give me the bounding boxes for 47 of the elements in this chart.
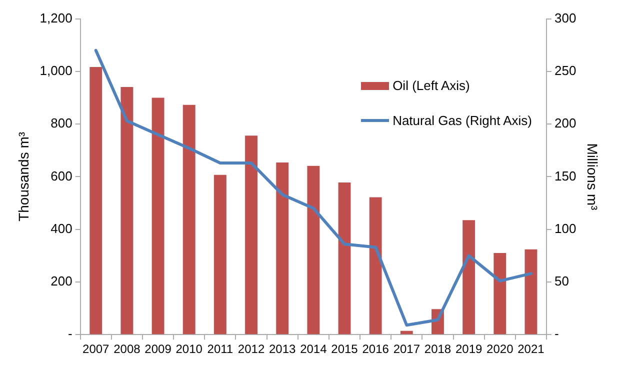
x-tick-label: 2012 xyxy=(238,342,265,356)
x-tick-label: 2013 xyxy=(268,342,296,356)
x-tick-label: 2017 xyxy=(393,342,420,356)
y2-tick-label: 100 xyxy=(554,220,576,236)
bar xyxy=(369,197,382,334)
bar xyxy=(307,166,320,334)
bar xyxy=(152,98,164,334)
y-tick-label: 400 xyxy=(50,220,72,236)
bar xyxy=(214,174,226,334)
y-tick-label: 200 xyxy=(50,274,72,289)
bar xyxy=(338,182,351,334)
bar xyxy=(400,330,413,334)
x-tick-label: 2019 xyxy=(455,342,482,356)
x-tick-label: 2008 xyxy=(114,342,141,356)
y2-axis-title: Millions m³ xyxy=(584,143,601,210)
y2-tick-label: 50 xyxy=(554,274,569,289)
bar xyxy=(494,253,506,334)
x-tick-label: 2016 xyxy=(362,342,390,356)
y2-tick-label: 300 xyxy=(554,10,576,26)
x-tick-label: 2018 xyxy=(424,342,452,356)
bar xyxy=(90,66,102,334)
x-tick-label: 2020 xyxy=(486,342,514,356)
y2-tick-label: 200 xyxy=(554,116,576,131)
bar xyxy=(462,220,476,334)
y2-tick-label: 250 xyxy=(554,63,576,78)
legend-label: Oil (Left Axis) xyxy=(392,78,470,93)
bar xyxy=(120,86,134,334)
x-tick-label: 2007 xyxy=(82,342,110,356)
y-tick-label: - xyxy=(68,326,72,342)
bar xyxy=(276,162,289,334)
legend-label: Natural Gas (Right Axis) xyxy=(392,113,532,128)
y-tick-label: 1,200 xyxy=(40,10,72,26)
y2-tick-label: - xyxy=(554,326,559,342)
y-axis-title: Thousands m³ xyxy=(15,132,32,222)
x-tick-label: 2009 xyxy=(144,342,172,356)
x-tick-label: 2011 xyxy=(207,342,234,356)
y2-tick-label: 150 xyxy=(554,168,576,184)
bar xyxy=(182,104,196,334)
y-tick-label: 1,000 xyxy=(40,63,72,78)
y-tick-label: 800 xyxy=(50,116,72,131)
x-tick-label: 2015 xyxy=(331,342,358,356)
bar xyxy=(524,249,538,334)
y-tick-label: 600 xyxy=(50,168,72,184)
x-tick-label: 2021 xyxy=(518,342,545,356)
x-tick-label: 2010 xyxy=(176,342,203,356)
bar xyxy=(245,136,258,334)
x-tick-label: 2014 xyxy=(300,342,328,356)
